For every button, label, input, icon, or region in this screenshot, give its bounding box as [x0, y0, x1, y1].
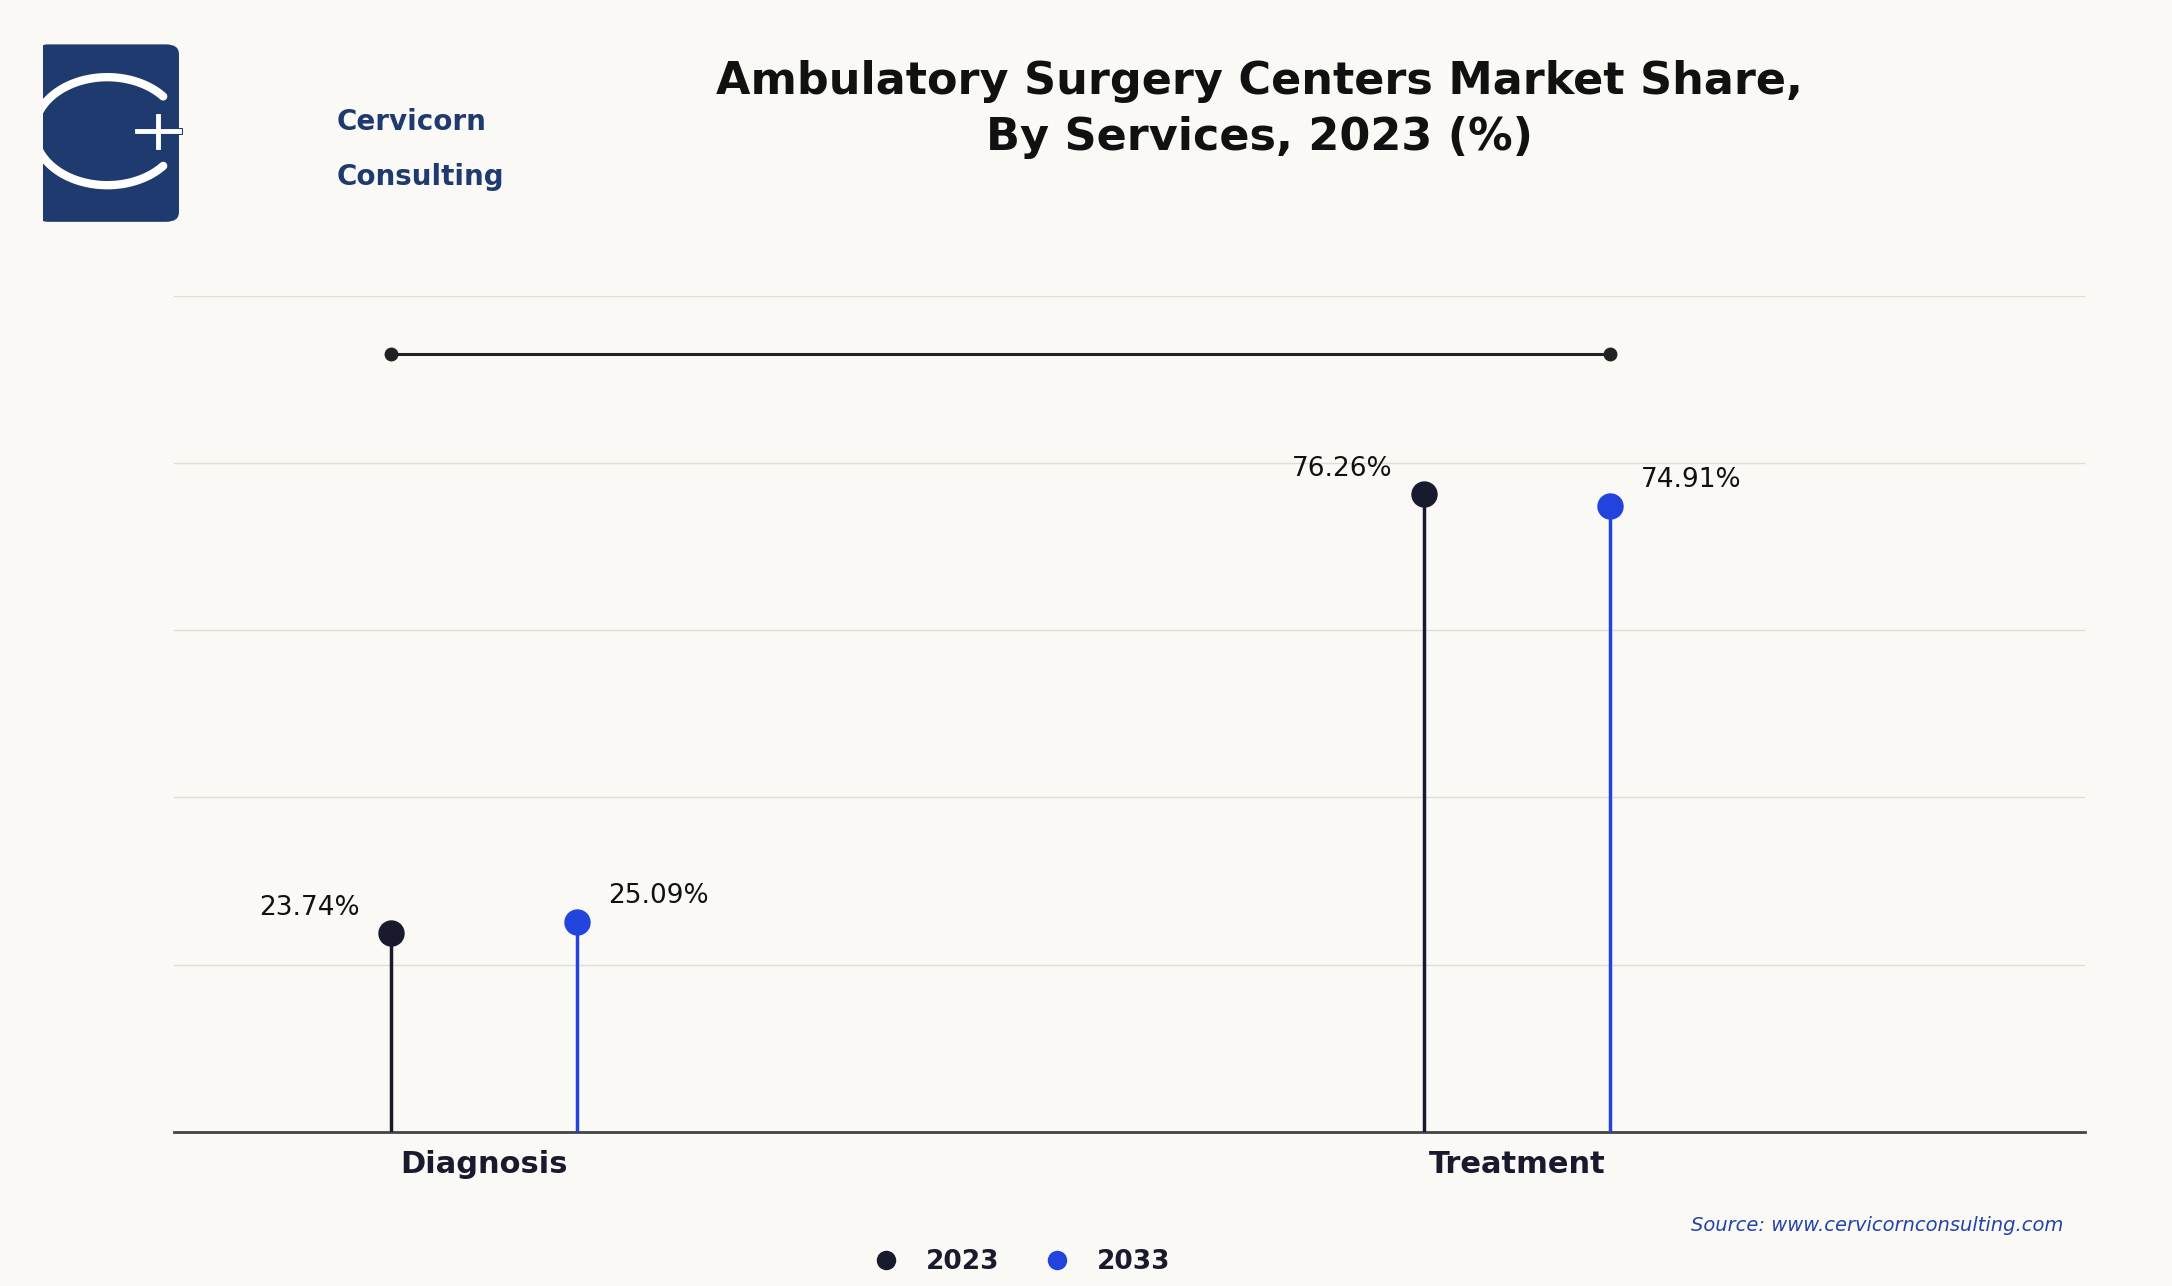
Text: Ambulatory Surgery Centers Market Share,
By Services, 2023 (%): Ambulatory Surgery Centers Market Share,…	[717, 59, 1803, 159]
Text: Consulting: Consulting	[337, 163, 504, 192]
FancyBboxPatch shape	[35, 44, 178, 221]
Legend: 2023, 2033: 2023, 2033	[849, 1238, 1182, 1286]
Text: 25.09%: 25.09%	[608, 883, 708, 909]
Text: 23.74%: 23.74%	[258, 895, 361, 921]
Text: 74.91%: 74.91%	[1640, 467, 1742, 493]
Text: Source: www.cervicornconsulting.com: Source: www.cervicornconsulting.com	[1692, 1215, 2063, 1235]
Text: 76.26%: 76.26%	[1292, 455, 1392, 482]
Text: Cervicorn: Cervicorn	[337, 108, 487, 136]
